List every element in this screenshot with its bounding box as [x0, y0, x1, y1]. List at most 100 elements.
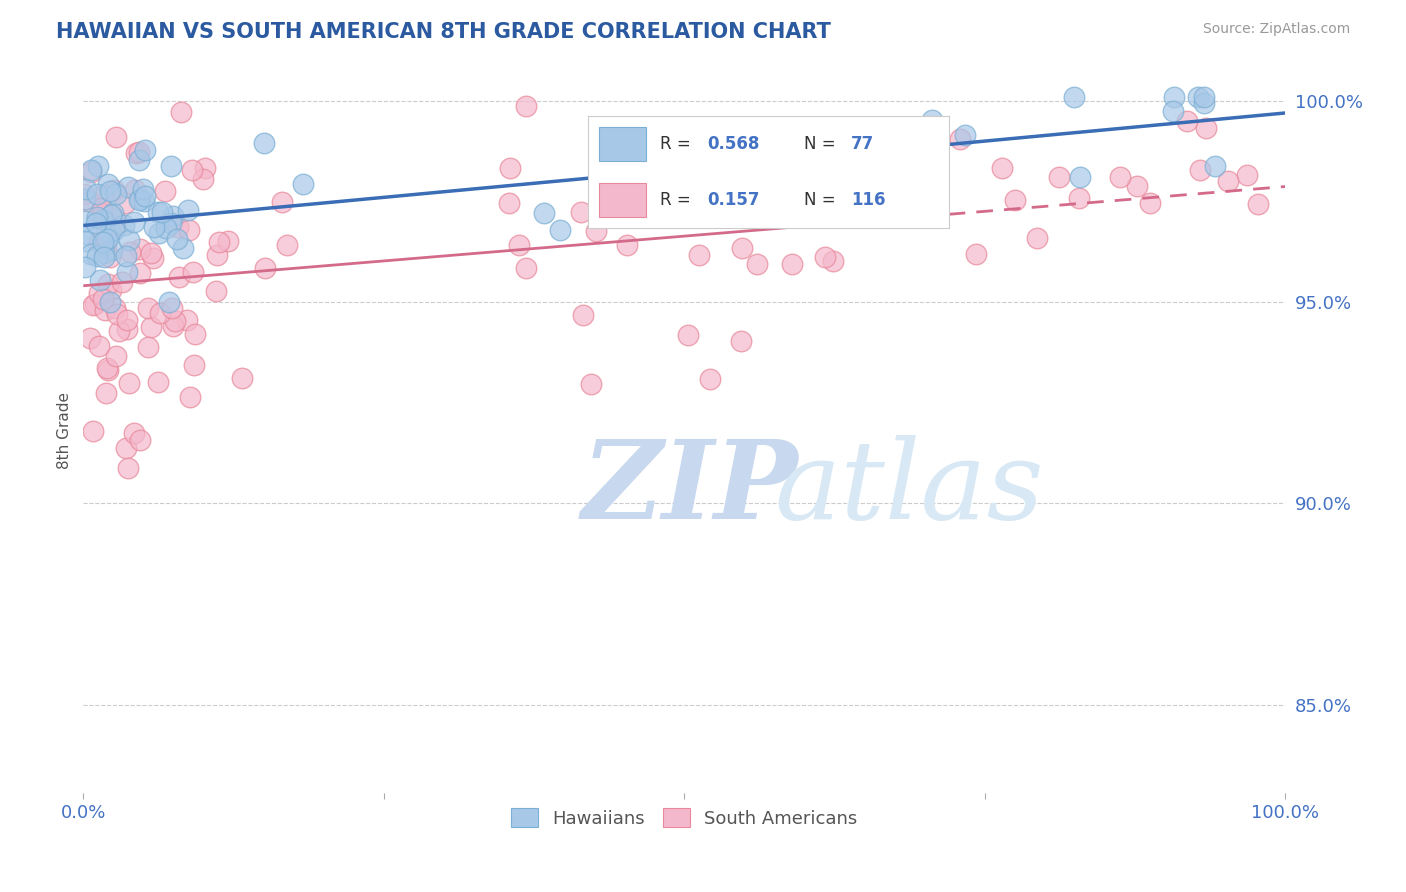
Point — [129, 434, 152, 448]
Point — [105, 307, 128, 321]
Point — [194, 161, 217, 175]
Point — [581, 376, 603, 391]
Point — [142, 251, 165, 265]
Point — [1216, 174, 1239, 188]
Point — [103, 205, 125, 219]
Point — [100, 208, 122, 222]
Point — [1187, 89, 1209, 103]
Point — [1175, 114, 1198, 128]
Point — [548, 223, 571, 237]
Point — [183, 327, 205, 342]
Point — [80, 246, 103, 260]
Point — [780, 256, 803, 270]
Point — [1163, 89, 1185, 103]
Point — [91, 292, 114, 306]
Point — [117, 180, 139, 194]
Point — [128, 266, 150, 280]
Point — [89, 235, 111, 249]
Point — [253, 260, 276, 275]
Point — [159, 216, 181, 230]
Point — [595, 162, 617, 177]
Point — [117, 461, 139, 475]
Point — [508, 238, 530, 252]
Point — [167, 269, 190, 284]
Point — [117, 322, 139, 336]
Point — [921, 113, 943, 128]
Point — [132, 182, 155, 196]
Point — [73, 192, 96, 206]
Point — [136, 301, 159, 315]
Point — [82, 424, 104, 438]
Point — [814, 250, 837, 264]
Point — [1063, 89, 1085, 103]
Point — [87, 338, 110, 352]
Point — [1047, 169, 1070, 184]
Point — [134, 144, 156, 158]
Point — [136, 340, 159, 354]
Point — [86, 187, 108, 202]
Point — [699, 372, 721, 386]
Point — [103, 223, 125, 237]
Point — [585, 224, 607, 238]
Point — [170, 104, 193, 119]
Point — [533, 206, 555, 220]
Point — [177, 223, 200, 237]
Point — [823, 254, 845, 268]
Point — [73, 260, 96, 275]
Y-axis label: 8th Grade: 8th Grade — [58, 392, 72, 469]
Point — [118, 245, 141, 260]
Point — [77, 194, 100, 208]
Point — [271, 195, 294, 210]
Point — [1069, 169, 1091, 184]
Point — [1026, 230, 1049, 244]
Point — [89, 273, 111, 287]
Point — [86, 249, 108, 263]
Point — [114, 249, 136, 263]
Point — [172, 241, 194, 255]
Point — [128, 145, 150, 159]
Text: ZIP: ZIP — [582, 435, 799, 542]
Point — [104, 219, 127, 233]
Point — [94, 237, 117, 252]
Point — [105, 187, 128, 202]
Point — [953, 128, 976, 142]
Point — [155, 220, 177, 235]
Point — [796, 195, 818, 210]
Point — [97, 177, 120, 191]
Point — [991, 161, 1014, 175]
Point — [730, 173, 752, 187]
Point — [73, 235, 96, 249]
Point — [80, 165, 103, 179]
Point — [179, 390, 201, 404]
Point — [668, 182, 690, 196]
Point — [112, 219, 135, 233]
Point — [217, 235, 239, 249]
Point — [1109, 170, 1132, 185]
Point — [823, 177, 845, 191]
Point — [129, 192, 152, 206]
Point — [98, 250, 121, 264]
Point — [191, 172, 214, 186]
Point — [146, 205, 169, 219]
Point — [149, 306, 172, 320]
Point — [73, 213, 96, 227]
Point — [1139, 196, 1161, 211]
Point — [90, 205, 112, 219]
Point — [134, 188, 156, 202]
Point — [104, 212, 127, 227]
Point — [73, 187, 96, 202]
Point — [1236, 168, 1258, 182]
Point — [853, 209, 876, 223]
Point — [104, 301, 127, 316]
Point — [93, 235, 115, 250]
Point — [181, 163, 204, 178]
Point — [122, 215, 145, 229]
Point — [759, 151, 782, 165]
Point — [103, 184, 125, 198]
Point — [515, 98, 537, 112]
Point — [98, 225, 121, 239]
Point — [86, 210, 108, 224]
Point — [205, 284, 228, 298]
Point — [93, 213, 115, 227]
Point — [1195, 120, 1218, 135]
